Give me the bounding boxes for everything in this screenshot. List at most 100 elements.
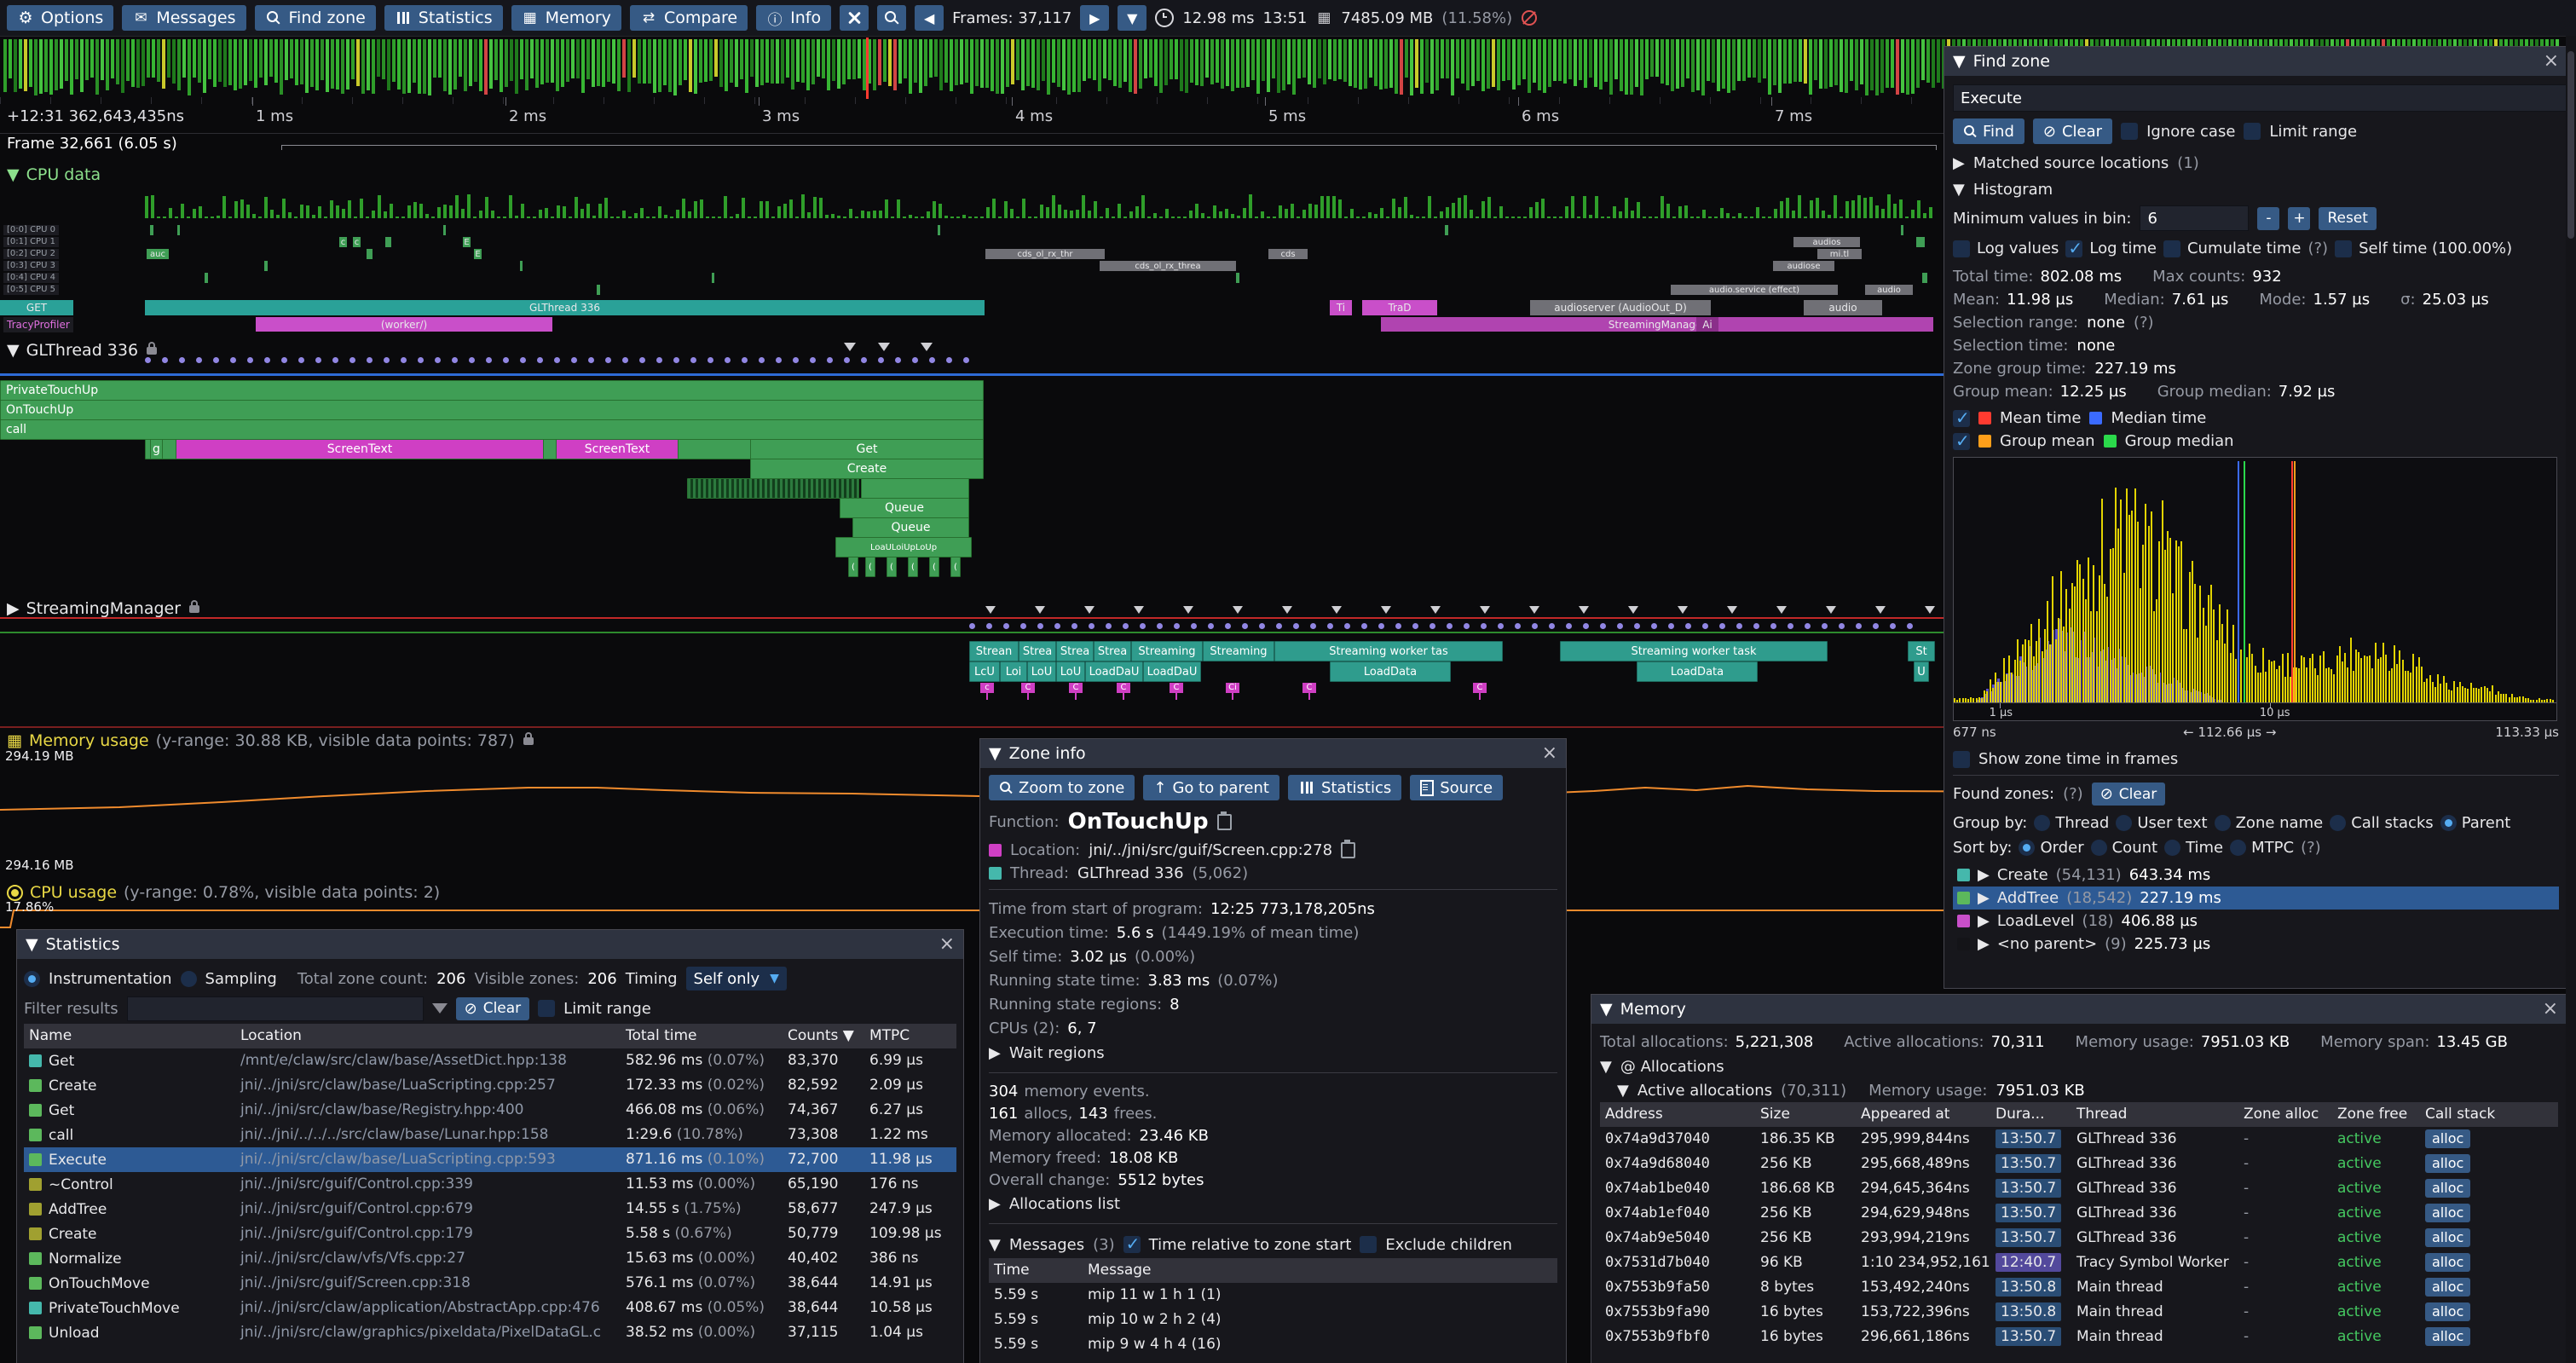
streamingmanager-header[interactable]: ▶ StreamingManager: [7, 599, 200, 618]
cpu-zone[interactable]: [1901, 225, 1903, 235]
cpu-zone[interactable]: [205, 273, 208, 283]
allocations-column-header[interactable]: Appeared at: [1861, 1106, 1950, 1123]
streaming-zone[interactable]: LoadData: [1637, 661, 1758, 682]
expand-icon[interactable]: ▶: [1978, 889, 1990, 907]
cpu-core-row[interactable]: [0:3] CPU 3 cds_ol_rx_threa audiose: [0, 261, 2566, 271]
cpu-zone[interactable]: [938, 225, 940, 235]
toolbar-button[interactable]: Info: [756, 5, 832, 31]
toolbar-button[interactable]: Messages: [122, 5, 246, 31]
cpu-thread-zone[interactable]: Ai: [1696, 317, 1718, 332]
message-dots-row[interactable]: [145, 355, 985, 364]
cpu-zone[interactable]: cds: [1268, 249, 1308, 259]
streaming-zone[interactable]: LoadDaU: [1085, 661, 1143, 682]
found-zone-group[interactable]: ▶ <no parent> (9) 225.73 µs: [1953, 933, 2559, 956]
statistics-row[interactable]: Create jni/../jni/src/guif/Control.cpp:1…: [24, 1222, 956, 1246]
group-by-option[interactable]: Thread: [2034, 814, 2109, 832]
streaming-mark[interactable]: C: [1117, 683, 1130, 700]
cpu-zone[interactable]: [177, 225, 180, 235]
time-relative-checkbox[interactable]: [1123, 1233, 1141, 1254]
help-hint[interactable]: (?): [2133, 314, 2154, 332]
timing-select[interactable]: Self only ▼: [685, 967, 787, 990]
find-button[interactable]: Find: [1953, 118, 2024, 144]
statistics-column-header[interactable]: Location: [240, 1027, 302, 1044]
streaming-mark[interactable]: c: [980, 683, 994, 700]
streaming-zone[interactable]: LoadData: [1330, 661, 1451, 682]
filter-input[interactable]: [126, 996, 424, 1021]
zone-bar[interactable]: ScreenText: [176, 439, 544, 459]
cpu-data-header[interactable]: ▼ CPU data: [7, 165, 101, 184]
zone-bar[interactable]: (: [950, 557, 961, 577]
statistics-row[interactable]: Execute jni/../jni/src/claw/base/LuaScri…: [24, 1147, 956, 1172]
streaming-mark[interactable]: C: [1170, 683, 1183, 700]
cpu-zone[interactable]: [712, 273, 714, 283]
zone-bar[interactable]: call: [0, 419, 984, 440]
cpu-thread-row[interactable]: TracyProfiler (worker/) StreamingManager A…: [0, 317, 2566, 332]
statistics-column-header[interactable]: MTPC: [869, 1027, 910, 1044]
toolbar-button[interactable]: Find zone: [254, 5, 376, 31]
allocations-column-header[interactable]: Dura...: [1996, 1106, 2045, 1123]
frame-prev-button[interactable]: ◀: [915, 5, 944, 31]
cpu-zone[interactable]: c: [353, 237, 361, 247]
cpu-zone[interactable]: [1922, 273, 1927, 283]
source-button[interactable]: Source: [1410, 775, 1504, 800]
scrollbar-thumb[interactable]: [2567, 51, 2574, 239]
allocation-row[interactable]: 0x7553b9fa90 16 bytes 153,722,396ns 13:5…: [1600, 1300, 2558, 1325]
toolbar-button[interactable]: Statistics: [384, 5, 503, 31]
cpu-thread-zone[interactable]: Ti: [1330, 300, 1352, 315]
streaming-zone[interactable]: Streaming: [1131, 641, 1203, 661]
found-zone-group[interactable]: ▶ AddTree (18,542) 227.19 ms: [1953, 887, 2559, 910]
collapse-icon[interactable]: ▼: [1953, 181, 1965, 199]
expand-icon[interactable]: ▶: [989, 1043, 1001, 1062]
allocations-column-header[interactable]: Address: [1605, 1106, 1663, 1123]
zone-bar[interactable]: (: [865, 557, 875, 577]
sort-by-option[interactable]: Count: [2090, 839, 2157, 857]
expand-icon[interactable]: ▶: [1978, 912, 1990, 930]
collapse-icon[interactable]: ▶: [7, 599, 20, 618]
sort-by-option[interactable]: Time: [2164, 839, 2223, 857]
clear-button[interactable]: Clear: [2032, 118, 2113, 144]
find-zone-histogram[interactable]: 1 µs 10 µs: [1953, 457, 2557, 721]
bin-decrease-button[interactable]: -: [2257, 206, 2280, 230]
streaming-mark[interactable]: Ci: [1226, 683, 1239, 700]
message-dots-row[interactable]: [969, 621, 1931, 630]
instrumentation-radio[interactable]: [24, 970, 40, 987]
cpu-zone[interactable]: [367, 249, 373, 259]
tools-button[interactable]: [840, 5, 869, 31]
close-icon[interactable]: ×: [2542, 998, 2558, 1019]
streaming-zone[interactable]: Streaming worker task: [1560, 641, 1828, 661]
cpu-thread-zone[interactable]: audio: [1804, 300, 1882, 315]
cpu-zone[interactable]: [1916, 237, 1925, 247]
allocations-column-header[interactable]: Call stack: [2425, 1106, 2496, 1123]
streaming-zone[interactable]: Strea: [1019, 641, 1056, 661]
allocation-row[interactable]: 0x74ab1ef040 256 KB 294,629,948ns 13:50.…: [1600, 1201, 2558, 1226]
cpu-thread-zone[interactable]: audioserver (AudioOut_D): [1530, 300, 1711, 315]
copy-icon[interactable]: [1216, 811, 1232, 830]
exclude-children-checkbox[interactable]: [1360, 1236, 1378, 1253]
help-hint[interactable]: (?): [2307, 240, 2329, 257]
statistics-row[interactable]: Get jni/../jni/src/claw/base/Registry.hp…: [24, 1098, 956, 1123]
zone-bar[interactable]: [687, 478, 859, 499]
cpu-core-row[interactable]: [0:4] CPU 4: [0, 273, 2566, 283]
show-mean-median-checkbox[interactable]: [1953, 407, 1970, 428]
statistics-titlebar[interactable]: ▼ Statistics ×: [17, 930, 963, 959]
collapse-icon[interactable]: ▼: [989, 1235, 1001, 1254]
cpu-zone[interactable]: [150, 225, 153, 235]
toolbar-button[interactable]: Compare: [629, 5, 748, 31]
cpu-zone[interactable]: mi.tl: [1817, 249, 1862, 259]
cpu-zone[interactable]: E: [474, 249, 482, 259]
memory-titlebar[interactable]: ▼ Memory ×: [1591, 995, 2567, 1024]
allocation-row[interactable]: 0x74a9d37040 186.35 KB 295,999,844ns 13:…: [1600, 1127, 2558, 1152]
self-time-checkbox[interactable]: [2335, 240, 2353, 257]
allocations-column-header[interactable]: Size: [1760, 1106, 1790, 1123]
allocation-callstack-button[interactable]: alloc: [2425, 1278, 2471, 1297]
log-time-checkbox[interactable]: [2065, 238, 2083, 258]
statistics-row[interactable]: PrivateTouchMove jni/../jni/src/claw/app…: [24, 1296, 956, 1320]
log-values-checkbox[interactable]: [1953, 240, 1970, 257]
allocation-row[interactable]: 0x7531d7b040 96 KB 1:10 234,952,161 12:4…: [1600, 1250, 2558, 1275]
zone-bar[interactable]: (: [887, 557, 897, 577]
collapse-icon[interactable]: ▼: [7, 165, 20, 184]
streaming-zone[interactable]: U: [1914, 661, 1929, 682]
collapse-icon[interactable]: ▼: [26, 935, 38, 954]
zone-info-titlebar[interactable]: ▼ Zone info ×: [980, 739, 1566, 768]
allocation-callstack-button[interactable]: alloc: [2425, 1179, 2471, 1198]
